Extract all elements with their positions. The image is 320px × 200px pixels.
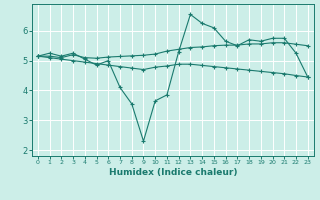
X-axis label: Humidex (Indice chaleur): Humidex (Indice chaleur) — [108, 168, 237, 177]
